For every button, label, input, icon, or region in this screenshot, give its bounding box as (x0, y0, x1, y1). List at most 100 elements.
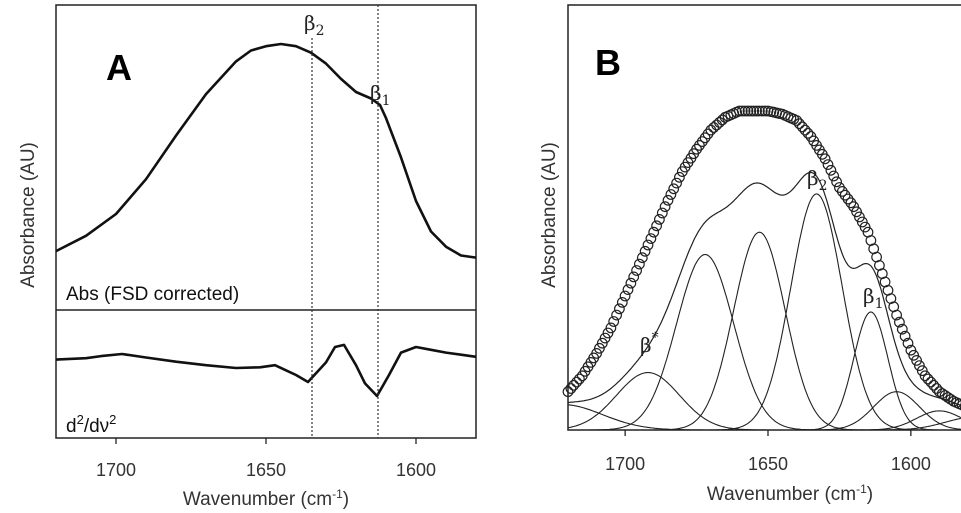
panel-a-lines (55, 42, 477, 398)
data-point (759, 105, 771, 117)
data-point (854, 211, 865, 223)
panel-b-ticks: 1700 1650 1600 (605, 430, 931, 474)
data-point (859, 221, 871, 233)
data-point (851, 206, 862, 218)
data-point (922, 373, 934, 385)
data-point (942, 392, 954, 403)
data-point (602, 327, 614, 339)
data-point (796, 121, 808, 133)
data-point (622, 284, 634, 296)
data-point (902, 337, 914, 349)
component-band (567, 372, 961, 431)
panel-a-letter: A (106, 47, 132, 88)
data-point (599, 332, 611, 344)
data-point (822, 159, 834, 171)
data-point (614, 303, 625, 315)
data-point (891, 309, 902, 321)
data-point (662, 194, 674, 206)
data-point (734, 105, 745, 117)
data-point (636, 252, 648, 264)
x-axis-title-b: Wavenumber (cm-1) (707, 482, 873, 505)
data-point (894, 316, 905, 328)
data-point (856, 216, 868, 228)
data-point (914, 360, 925, 372)
component-band (568, 410, 961, 431)
data-point (739, 105, 751, 117)
deriv-series-line (55, 343, 477, 398)
data-point (959, 402, 961, 410)
y-axis-title-a: Absorbance (AU) (18, 142, 39, 288)
data-point (608, 316, 620, 327)
data-point (928, 379, 940, 391)
x-tick-label-a: 1700 (96, 460, 136, 480)
data-point (708, 122, 720, 133)
data-point (716, 114, 728, 126)
beta1-label-a: β1 (370, 81, 390, 109)
panel-b-letter: B (595, 42, 621, 83)
panel-b-points (562, 105, 961, 411)
data-point (956, 399, 961, 411)
data-point (568, 379, 580, 391)
data-point (802, 127, 814, 139)
data-point (756, 105, 768, 117)
data-point (628, 271, 640, 283)
data-point (594, 342, 605, 354)
x-tick-label-b: 1700 (605, 454, 645, 474)
data-point (905, 344, 917, 356)
data-point (711, 119, 722, 131)
data-point (819, 153, 831, 165)
x-tick-label-a: 1650 (246, 460, 286, 480)
data-point (645, 233, 657, 245)
beta2-label-b: β2 (807, 166, 827, 194)
data-point (742, 105, 754, 117)
data-point (714, 116, 725, 128)
data-point (831, 176, 842, 188)
data-point (625, 277, 637, 289)
data-point (828, 170, 840, 182)
data-point (794, 118, 805, 130)
component-band (568, 193, 961, 431)
x-tick-label-a: 1600 (396, 460, 436, 480)
data-point (899, 330, 911, 342)
data-point (656, 207, 668, 219)
data-point (671, 177, 682, 189)
data-point (642, 239, 654, 251)
data-point (799, 124, 811, 136)
data-point (908, 349, 920, 361)
data-point (634, 258, 645, 270)
data-point (825, 164, 837, 176)
data-point (674, 171, 685, 183)
data-point (616, 297, 628, 308)
fit-envelope (567, 171, 961, 407)
data-point (619, 290, 631, 302)
y-axis-title-b: Absorbance (AU) (539, 142, 560, 288)
component-band (568, 417, 961, 431)
data-point (565, 383, 577, 394)
data-point (571, 376, 582, 388)
abs-series-line (55, 42, 477, 259)
data-point (934, 386, 945, 398)
data-point (916, 365, 928, 377)
x-tick-label-b: 1650 (748, 454, 788, 474)
panel-b-frame (567, 4, 961, 431)
component-band (568, 391, 961, 431)
data-point (945, 394, 957, 405)
abs-label: Abs (FSD corrected) (66, 284, 239, 305)
data-point (631, 265, 642, 276)
deriv-label: d2/dν2 (66, 412, 116, 437)
panel-b-components (567, 171, 961, 431)
data-point (791, 115, 802, 126)
data-point (939, 390, 951, 401)
data-point (591, 348, 602, 359)
data-point (911, 355, 922, 366)
data-point (605, 322, 617, 334)
data-point (648, 226, 660, 238)
data-point (665, 189, 677, 200)
data-point (919, 370, 931, 382)
data-point (745, 105, 757, 117)
data-point (925, 376, 937, 388)
data-point (639, 245, 651, 257)
data-point (611, 309, 622, 321)
panel-a-ticks: 1700 1650 1600 (96, 438, 436, 480)
